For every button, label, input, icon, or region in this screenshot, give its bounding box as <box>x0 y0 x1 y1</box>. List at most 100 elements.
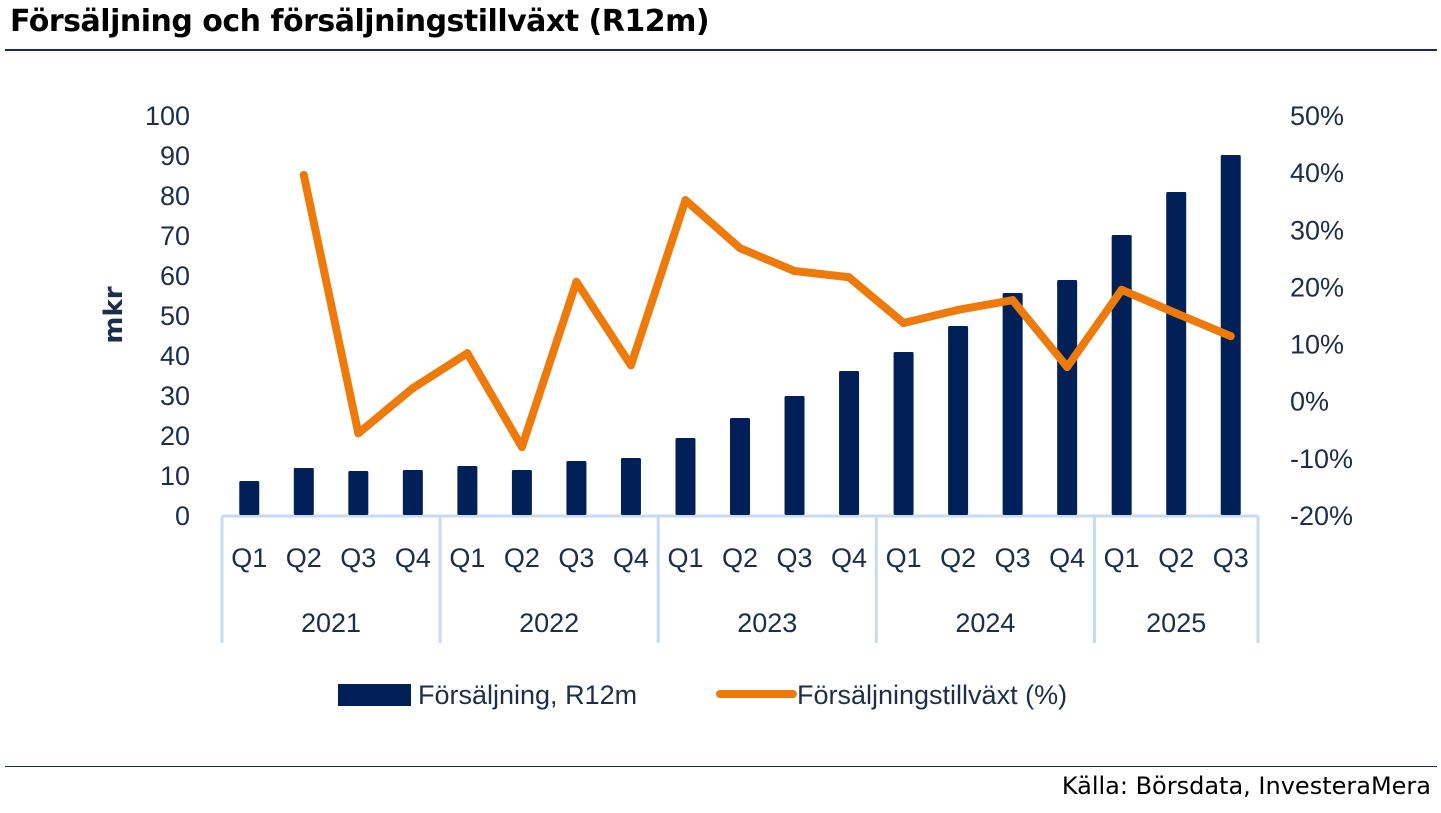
line-point <box>845 273 854 282</box>
bar <box>511 470 532 515</box>
x-tick-label: Q3 <box>777 543 813 573</box>
y-tick-label: 60 <box>160 261 190 291</box>
line-segment <box>517 277 581 451</box>
line-segment <box>354 384 417 438</box>
bar <box>239 481 260 515</box>
line-point <box>626 361 635 370</box>
x-group-label: 2023 <box>737 608 797 638</box>
y2-tick-label: 30% <box>1290 215 1344 245</box>
y-tick-label: 0 <box>175 501 190 531</box>
y2-tick-label: 0% <box>1290 387 1329 417</box>
x-tick-label: Q3 <box>340 543 376 573</box>
line-point <box>408 384 417 393</box>
combo-chart: 0 10 20 30 40 50 60 70 80 90 100 -20% -10% 0% 10% 20% 3… <box>99 101 1353 710</box>
line-segment <box>954 296 1017 314</box>
line-segment <box>790 267 854 282</box>
x-tick-label: Q3 <box>995 543 1031 573</box>
x-tick-label: Q2 <box>1158 543 1194 573</box>
line-segment <box>736 244 799 275</box>
y-tick-label: 10 <box>160 461 190 491</box>
line-series <box>299 171 1235 451</box>
y-tick-label: 70 <box>160 221 190 251</box>
line-point <box>1008 296 1017 305</box>
title-divider <box>5 49 1437 51</box>
bar <box>1166 192 1187 515</box>
line-point <box>736 244 744 253</box>
y2-tick-label: 40% <box>1290 158 1344 188</box>
line-point <box>1063 363 1072 371</box>
bar <box>293 468 314 515</box>
bar <box>620 458 641 515</box>
y2-tick-label: -10% <box>1290 444 1353 474</box>
line-segment <box>1117 285 1181 318</box>
line-segment <box>899 305 963 327</box>
x-tick-label: Q2 <box>722 543 758 573</box>
x-tick-label: Q1 <box>667 543 703 573</box>
bar <box>1111 235 1132 515</box>
y-tick-label: 90 <box>160 141 190 171</box>
line-point <box>572 277 581 286</box>
line-point <box>681 196 690 205</box>
bar-series <box>239 155 1241 515</box>
bar <box>566 461 587 515</box>
bar <box>784 396 805 515</box>
line-segment <box>681 196 744 253</box>
line-segment <box>626 196 690 370</box>
bar <box>730 418 750 515</box>
line-segment <box>1172 309 1235 341</box>
x-tick-label: Q1 <box>231 543 267 573</box>
y-tick-label: 100 <box>145 101 190 131</box>
x-tick-label: Q4 <box>1049 543 1085 573</box>
x-tick-label: Q2 <box>504 543 540 573</box>
x-group-label: 2022 <box>519 608 579 638</box>
line-segment <box>463 349 526 451</box>
y2-tick-label: 50% <box>1290 101 1344 131</box>
bar <box>457 466 478 515</box>
x-tick-label: Q1 <box>1104 543 1140 573</box>
legend-swatch-sales <box>338 684 411 706</box>
y2-tick-label: 10% <box>1290 330 1344 360</box>
line-point <box>954 305 963 314</box>
line-segment <box>1008 296 1072 371</box>
bar <box>348 471 369 515</box>
line-point <box>299 171 308 179</box>
y2-tick-label: -20% <box>1290 501 1353 531</box>
bar <box>402 470 423 515</box>
y-axis-right: -20% -10% 0% 10% 20% 30% 40% 50% <box>1290 101 1353 531</box>
x-group-label: 2021 <box>301 608 361 638</box>
bar <box>948 326 969 515</box>
line-point <box>1117 285 1126 294</box>
line-segment <box>845 273 908 327</box>
x-tick-label: Q2 <box>940 543 976 573</box>
y-axis-label: mkr <box>99 286 129 343</box>
y-axis-left: 0 10 20 30 40 50 60 70 80 90 100 <box>145 101 190 531</box>
x-tick-label: Q3 <box>1213 543 1249 573</box>
line-point <box>463 349 472 358</box>
line-point <box>517 443 526 451</box>
bar <box>1057 280 1078 515</box>
line-point <box>790 267 799 275</box>
y-tick-label: 30 <box>160 381 190 411</box>
legend-label-sales: Försäljning, R12m <box>418 680 637 710</box>
bar <box>839 371 860 515</box>
y2-tick-label: 20% <box>1290 272 1344 302</box>
x-tick-label: Q3 <box>558 543 594 573</box>
line-segment <box>1063 285 1126 371</box>
y-tick-label: 20 <box>160 421 190 451</box>
chart-title: Försäljning och försäljningstillväxt (R1… <box>10 4 710 39</box>
x-group-label: 2024 <box>955 608 1015 638</box>
source-note: Källa: Börsdata, InvesteraMera <box>1061 772 1431 800</box>
footer-divider <box>5 766 1437 767</box>
x-tick-label: Q2 <box>286 543 322 573</box>
x-group-label: 2025 <box>1146 608 1206 638</box>
line-point <box>1226 332 1235 341</box>
x-tick-label: Q4 <box>613 543 649 573</box>
line-segment <box>408 349 472 393</box>
line-segment <box>299 171 363 438</box>
x-axis: Q1 Q2 Q3 Q4 Q1 Q2 Q3 Q4 Q1 Q2 Q3 Q4 Q1 Q2 Q3 Q4 Q1 Q2 Q3 20… <box>220 514 1260 643</box>
y-tick-label: 80 <box>160 181 190 211</box>
legend: Försäljning, R12m Försäljningstillväxt (… <box>338 680 1067 710</box>
line-segment <box>572 277 635 370</box>
y-tick-label: 40 <box>160 341 190 371</box>
line-point <box>1172 309 1181 318</box>
